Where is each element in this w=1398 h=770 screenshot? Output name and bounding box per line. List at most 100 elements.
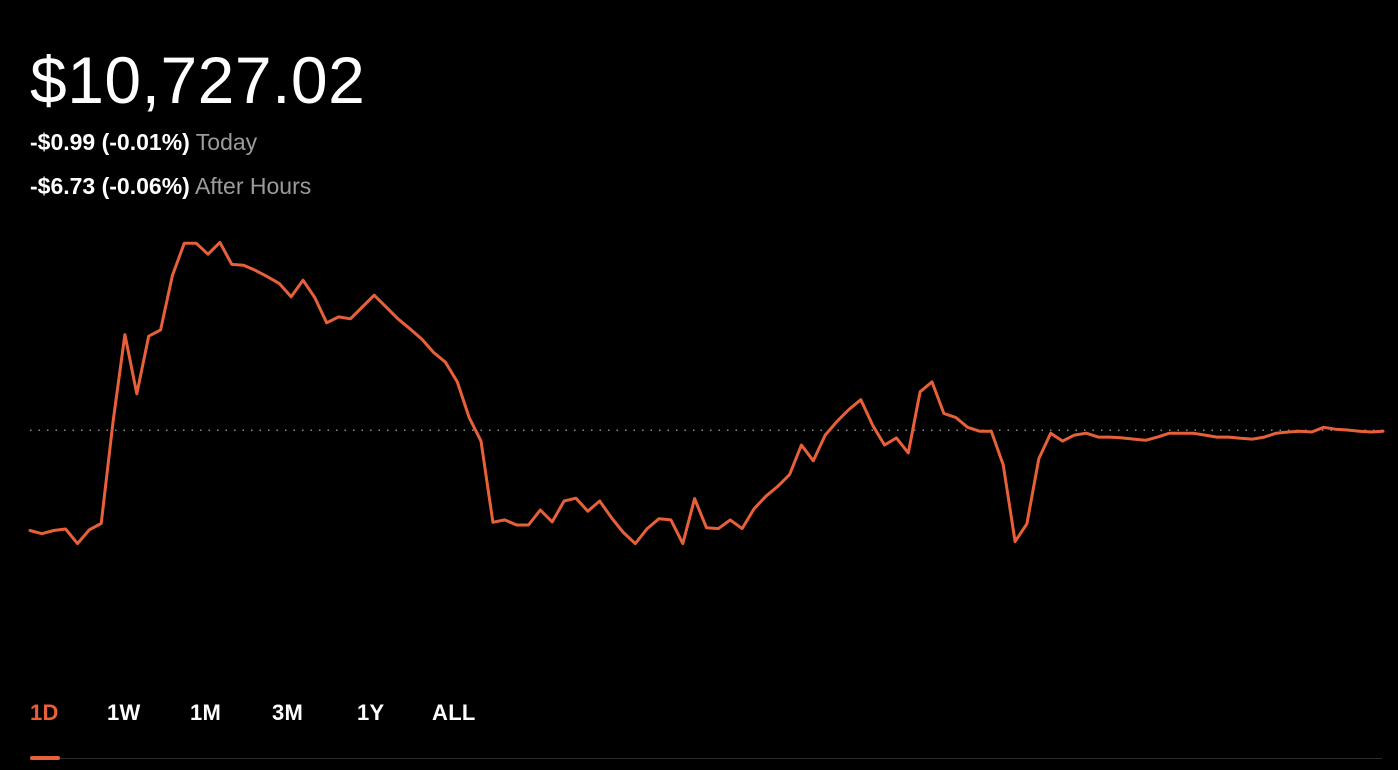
data-point — [881, 441, 889, 449]
data-point — [382, 303, 390, 311]
data-point — [216, 238, 224, 246]
range-tab-1m[interactable]: 1M — [190, 700, 222, 725]
data-point — [809, 457, 817, 465]
data-point — [691, 495, 699, 503]
data-point — [1059, 437, 1067, 445]
data-point — [1213, 433, 1221, 441]
after-hours-change-amount: -$6.73 (-0.06%) — [30, 173, 190, 199]
data-point — [1011, 538, 1019, 546]
data-point — [1082, 429, 1090, 437]
data-point — [916, 388, 924, 396]
data-point — [204, 250, 212, 258]
data-point — [857, 396, 865, 404]
data-point — [1237, 434, 1245, 442]
data-point — [726, 516, 734, 524]
data-point — [596, 497, 604, 505]
range-tab-all[interactable]: ALL — [432, 700, 476, 725]
data-point — [299, 276, 307, 284]
data-point — [940, 410, 948, 418]
today-change-amount: -$0.99 (-0.01%) — [30, 129, 190, 155]
portfolio-value: $10,727.02 — [30, 43, 366, 117]
data-point — [738, 525, 746, 533]
active-tab-indicator — [30, 756, 60, 760]
data-point — [548, 518, 556, 526]
data-point — [180, 239, 188, 247]
data-point — [192, 239, 200, 247]
data-point — [1225, 433, 1233, 441]
range-tab-3m[interactable]: 3M — [272, 700, 304, 725]
data-point — [1367, 428, 1375, 436]
data-point — [346, 315, 354, 323]
data-point — [1070, 431, 1078, 439]
data-point — [679, 540, 687, 548]
data-point — [1248, 435, 1256, 443]
data-point — [833, 417, 841, 425]
data-point — [1272, 429, 1280, 437]
data-point — [1355, 427, 1363, 435]
range-tab-1d[interactable]: 1D — [30, 700, 59, 725]
data-point — [643, 525, 651, 533]
data-point — [1189, 429, 1197, 437]
data-point — [536, 506, 544, 514]
data-point — [1023, 520, 1031, 528]
data-point — [1094, 433, 1102, 441]
after-hours-change-label: After Hours — [194, 173, 312, 199]
data-point — [964, 423, 972, 431]
data-point — [358, 303, 366, 311]
data-point — [157, 326, 165, 334]
data-point — [1308, 428, 1316, 436]
data-point — [1320, 423, 1328, 431]
data-point — [477, 437, 485, 445]
data-point — [513, 521, 521, 529]
data-point — [38, 530, 46, 538]
range-tab-1w[interactable]: 1W — [107, 700, 141, 725]
data-point — [821, 431, 829, 439]
data-point — [1379, 427, 1387, 435]
data-point — [1177, 429, 1185, 437]
data-point — [62, 525, 70, 533]
data-point — [750, 505, 758, 513]
data-point — [489, 518, 497, 526]
data-point — [335, 313, 343, 321]
price-chart-svg[interactable] — [0, 220, 1398, 670]
data-point — [97, 520, 105, 528]
data-point — [869, 421, 877, 429]
data-point — [655, 515, 663, 523]
data-point — [1260, 433, 1268, 441]
price-chart[interactable] — [0, 220, 1398, 670]
data-point — [287, 293, 295, 301]
data-point — [703, 524, 711, 532]
data-point — [584, 507, 592, 515]
data-point — [453, 378, 461, 386]
data-point — [1130, 435, 1138, 443]
data-point — [465, 413, 473, 421]
range-tabs: 1D 1W 1M 3M 1Y ALL — [0, 695, 1398, 735]
range-tab-1y[interactable]: 1Y — [357, 700, 385, 725]
data-point — [323, 319, 331, 327]
data-point — [1118, 434, 1126, 442]
data-point — [74, 540, 82, 548]
data-point — [1284, 428, 1292, 436]
data-point — [525, 521, 533, 529]
data-point — [999, 461, 1007, 469]
data-point — [50, 527, 58, 535]
data-point — [892, 434, 900, 442]
data-point — [252, 266, 260, 274]
data-point — [608, 514, 616, 522]
data-point — [976, 427, 984, 435]
data-point — [1165, 429, 1173, 437]
price-line — [28, 240, 1385, 546]
data-point — [1343, 426, 1351, 434]
data-point — [501, 516, 509, 524]
data-point — [762, 492, 770, 500]
data-point — [145, 332, 153, 340]
data-point — [928, 378, 936, 386]
data-point — [394, 315, 402, 323]
today-change-label: Today — [195, 129, 258, 155]
data-point — [275, 279, 283, 287]
data-point — [952, 413, 960, 421]
data-point — [631, 540, 639, 548]
data-point — [133, 390, 141, 398]
data-point — [85, 526, 93, 534]
data-point — [714, 525, 722, 533]
